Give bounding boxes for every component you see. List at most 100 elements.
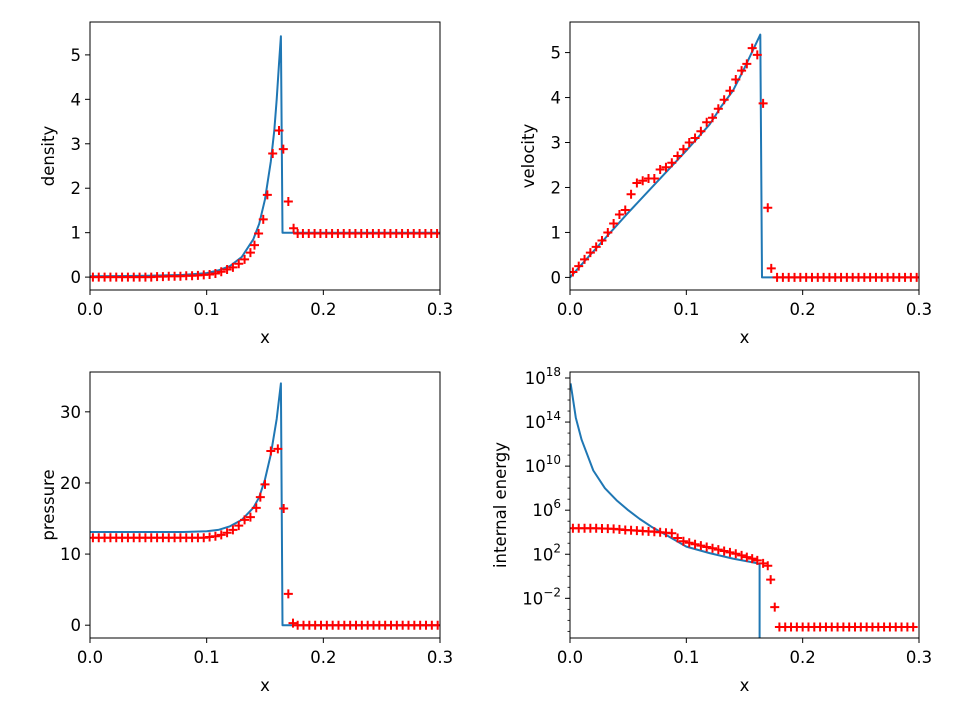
y-tick-label: 30: [60, 403, 81, 422]
data-point-marker: [912, 272, 919, 282]
data-point-marker: [216, 267, 226, 277]
data-point-marker: [690, 539, 700, 549]
data-point-marker: [731, 549, 741, 559]
data-point-marker: [258, 214, 268, 224]
axes-frame: [569, 21, 920, 291]
data-point-marker: [433, 620, 440, 630]
data-point-marker: [234, 259, 244, 269]
data-point-marker: [684, 538, 694, 548]
x-axis-label: x: [740, 676, 750, 695]
y-tick-label: 2: [551, 178, 562, 197]
y-axis-label: internal energy: [491, 442, 510, 568]
x-tick-label: 0.0: [557, 648, 583, 667]
data-point-marker: [210, 269, 220, 279]
data-point-marker: [678, 144, 688, 154]
y-tick-label: 102: [532, 541, 561, 564]
x-tick-label: 0.0: [557, 300, 583, 319]
tick-exponent: 18: [546, 365, 561, 379]
data-point-marker: [655, 164, 665, 174]
y-tick-label: 0: [71, 616, 82, 635]
data-point-marker: [240, 515, 250, 525]
tick-base: 10: [532, 545, 553, 564]
data-point-marker: [713, 104, 723, 114]
axes-frame: [569, 371, 920, 639]
data-point-marker: [758, 558, 768, 568]
data-point-marker: [289, 223, 299, 233]
data-point-marker: [696, 541, 706, 551]
series-line: [570, 383, 761, 638]
data-point-marker: [737, 550, 747, 560]
y-tick-label: 2: [71, 179, 82, 198]
tick-exponent: 2: [553, 541, 561, 555]
tick-base: 10: [525, 369, 546, 388]
subplot-velocity: 0.0 0.1 0.2 0.3 0 1 2 3 4 5 x velocity: [519, 21, 932, 347]
data-point-marker: [597, 236, 607, 246]
x-tick-label: 0.2: [790, 300, 816, 319]
x-tick-label: 0.1: [673, 648, 699, 667]
data-point-marker: [609, 218, 619, 228]
y-tick-label: 1018: [525, 365, 561, 388]
data-point-marker: [603, 227, 613, 237]
data-point-marker: [580, 254, 590, 264]
x-tick-label: 0.3: [906, 300, 932, 319]
data-point-marker: [766, 575, 776, 585]
data-point-marker: [673, 533, 683, 543]
data-point-marker: [737, 66, 747, 76]
data-point-marker: [283, 589, 293, 599]
data-point-marker: [908, 622, 918, 632]
x-tick-label: 0.0: [77, 300, 103, 319]
data-point-marker: [570, 267, 578, 277]
plot-area: [90, 382, 440, 630]
data-point-marker: [766, 263, 776, 273]
data-point-marker: [250, 240, 259, 250]
x-axis-label: x: [260, 676, 270, 695]
data-point-marker: [747, 554, 757, 564]
x-tick-label: 0.2: [310, 648, 336, 667]
data-point-marker: [719, 546, 729, 556]
data-point-marker: [222, 265, 232, 275]
y-tick-label: 10−2: [522, 585, 561, 608]
data-point-marker: [752, 50, 762, 60]
data-point-marker: [262, 190, 272, 200]
y-axis-label: velocity: [519, 124, 538, 189]
plot-area: [90, 35, 440, 282]
plot-area: [570, 33, 919, 282]
y-tick-label: 3: [71, 135, 82, 154]
tick-base: 10: [532, 501, 553, 520]
y-tick-label: 1: [551, 223, 562, 242]
data-point-marker: [763, 561, 773, 571]
x-tick-label: 0.3: [427, 300, 453, 319]
data-point-marker: [268, 149, 278, 159]
data-point-marker: [216, 530, 226, 540]
data-point-marker: [758, 98, 768, 108]
subplot-internal-energy: 0.0 0.1 0.2 0.310−2102106101010141018xinter…: [491, 365, 932, 695]
data-point-marker: [684, 138, 694, 148]
y-tick-label: 5: [551, 44, 562, 63]
data-point-marker: [245, 512, 255, 522]
y-tick-label: 10: [60, 545, 81, 564]
data-point-marker: [649, 173, 659, 183]
subplot-density: 0.0 0.1 0.2 0.3 0 1 2 3 4 5 x density: [39, 21, 453, 347]
tick-base: 10: [522, 589, 543, 608]
subplot-pressure: 0.0 0.1 0.2 0.3 0 10 20 30 x pressure: [39, 371, 453, 695]
data-point-marker: [222, 528, 232, 538]
data-point-marker: [283, 197, 293, 207]
data-point-marker: [260, 479, 270, 489]
y-tick-label: 1010: [525, 453, 561, 476]
data-point-marker: [667, 158, 677, 168]
x-tick-label: 0.0: [77, 648, 103, 667]
axes-frame: [89, 21, 441, 291]
data-point-marker: [678, 536, 688, 546]
tick-exponent: 14: [546, 409, 561, 423]
data-point-marker: [585, 248, 595, 258]
x-tick-label: 0.1: [194, 648, 220, 667]
series-line: [90, 382, 440, 627]
data-point-marker: [731, 75, 741, 85]
x-tick-label: 0.1: [194, 300, 220, 319]
y-tick-label: 4: [551, 89, 562, 108]
data-point-marker: [228, 525, 238, 535]
data-point-marker: [661, 162, 671, 172]
data-point-marker: [254, 229, 264, 239]
plot-area: [570, 383, 918, 638]
tick-exponent: 6: [553, 497, 561, 511]
